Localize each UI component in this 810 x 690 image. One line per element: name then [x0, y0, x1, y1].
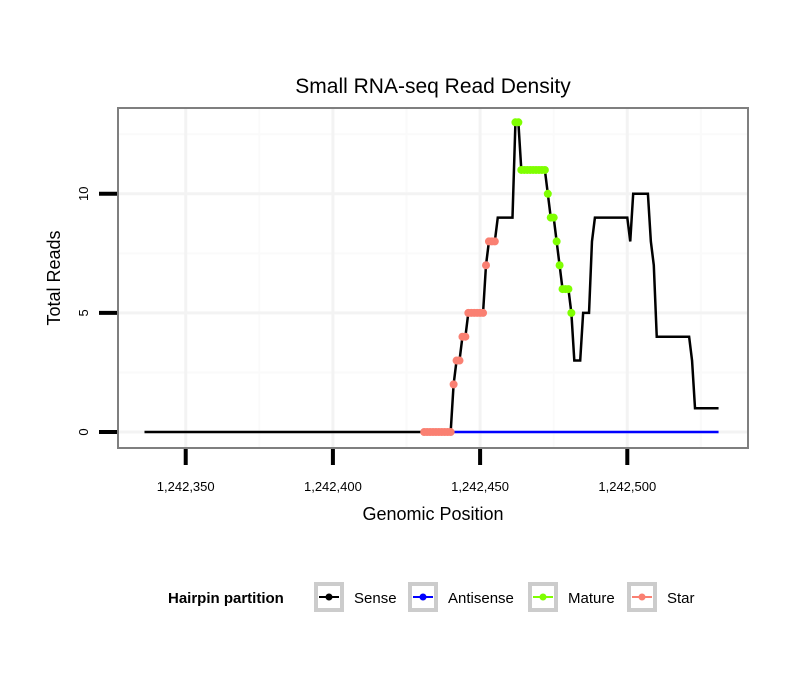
data-point-mature [567, 308, 576, 317]
y-axis: 0 5 10 [76, 187, 117, 436]
legend-key-point [325, 593, 333, 601]
data-point-star [446, 428, 455, 437]
data-point-mature [543, 189, 552, 198]
data-point-mature [514, 118, 523, 127]
legend-label-sense: Sense [354, 590, 397, 607]
plot-background [118, 108, 748, 448]
x-tick-label: 1,242,350 [157, 479, 215, 494]
legend-key-point [419, 593, 427, 601]
legend-label-mature: Mature [568, 590, 615, 607]
x-tick-label: 1,242,450 [451, 479, 509, 494]
grid [118, 108, 748, 448]
series-layer [144, 118, 719, 437]
legend: Hairpin partition Sense Antisense Mature St… [168, 582, 695, 612]
data-point-star [490, 237, 499, 246]
x-axis: 1,242,350 1,242,400 1,242,450 1,242,500 [157, 449, 656, 494]
legend-key-point [539, 593, 547, 601]
data-point-star [455, 356, 464, 365]
data-point-mature [552, 237, 561, 246]
data-point-mature [549, 213, 558, 222]
data-point-star [461, 332, 470, 341]
legend-label-star: Star [667, 590, 695, 607]
y-axis-label: Total Reads [44, 230, 64, 325]
data-point-mature [540, 165, 549, 174]
data-point-star [481, 261, 490, 270]
data-point-star [449, 380, 458, 389]
chart-title: Small RNA-seq Read Density [295, 75, 571, 98]
x-tick-label: 1,242,400 [304, 479, 362, 494]
data-point-star [479, 308, 488, 317]
plot-border [117, 107, 749, 449]
legend-key-point [638, 593, 646, 601]
data-point-mature [564, 285, 573, 294]
legend-title: Hairpin partition [168, 590, 284, 607]
x-tick-label: 1,242,500 [598, 479, 656, 494]
y-tick-label: 0 [76, 428, 91, 435]
y-tick-label: 10 [76, 187, 91, 201]
x-axis-label: Genomic Position [362, 504, 503, 524]
data-point-mature [555, 261, 564, 270]
legend-label-antisense: Antisense [448, 590, 514, 607]
y-tick-label: 5 [76, 309, 91, 316]
